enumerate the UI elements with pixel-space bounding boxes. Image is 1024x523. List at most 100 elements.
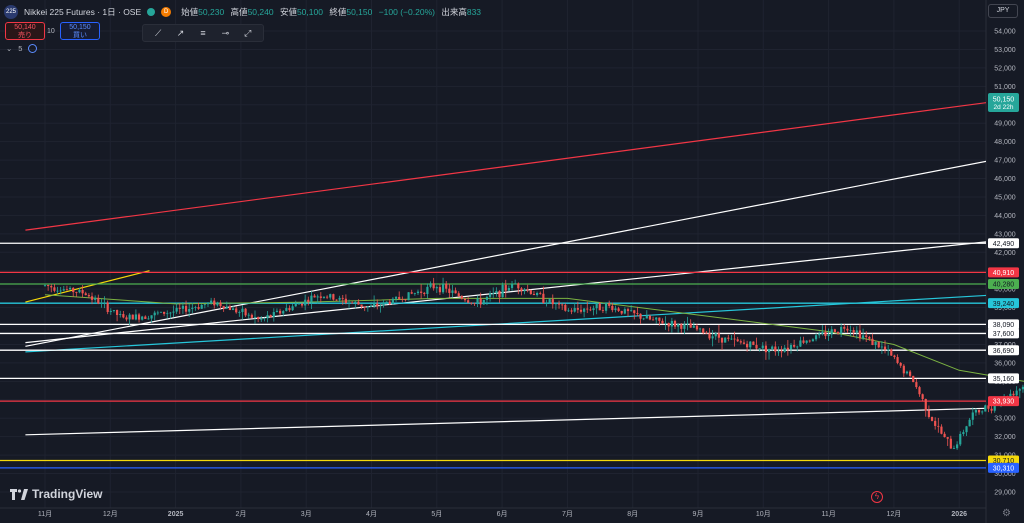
candle-body [937, 425, 940, 427]
candle-body [445, 283, 448, 289]
price-tick-label: 33,000 [994, 416, 1016, 423]
candle-body [103, 302, 106, 304]
candle-body [504, 284, 507, 291]
candle-body [225, 306, 228, 309]
candle-body [141, 316, 144, 320]
candle-body [636, 313, 639, 314]
high-label: 高値 [230, 7, 248, 17]
extended-line-icon[interactable]: ⤢ [244, 28, 252, 38]
candle-body [97, 297, 100, 304]
ohlc-readout: 始値50,230 高値50,240 安値50,100 終値50,150 −100… [177, 6, 481, 18]
candle-body [115, 310, 119, 315]
candle-body [106, 302, 109, 312]
candle-body [520, 288, 523, 292]
price-tick-label: 52,000 [994, 65, 1016, 72]
candle-body [868, 336, 871, 339]
drawing-toolbar: ⟋ ↗ ≡ ⊸ ⤢ [142, 24, 264, 42]
candle-body [774, 346, 777, 352]
candle-body [197, 307, 200, 309]
price-tick-label: 39,000 [994, 305, 1016, 312]
candle-body [752, 341, 755, 345]
candle-body [300, 303, 304, 306]
candle-body [191, 307, 194, 310]
trend-line-icon[interactable]: ⟋ [155, 28, 162, 38]
candle-body [291, 306, 294, 311]
candle-body [222, 306, 225, 309]
candle-body [244, 308, 247, 316]
candle-body [75, 292, 78, 293]
delay-badge: D [161, 7, 172, 17]
candle-body [905, 371, 909, 374]
candle-body [68, 287, 72, 290]
collapse-chevron-icon[interactable]: ⌄ [6, 44, 13, 53]
candle-body [529, 290, 532, 295]
spread-value: 10 [47, 28, 55, 35]
candle-body [1021, 386, 1024, 390]
candle-body [87, 295, 90, 297]
candle-body [398, 296, 401, 300]
candle-body [304, 299, 307, 306]
price-tick-label: 48,000 [994, 139, 1016, 146]
lightning-icon[interactable]: ϟ [871, 491, 883, 503]
currency-button[interactable]: JPY [988, 4, 1018, 18]
candle-body [912, 375, 915, 383]
sell-button[interactable]: 50,140 売り [5, 22, 45, 40]
candle-body [567, 310, 570, 312]
indicator-legend[interactable]: ⌄ 5 [6, 44, 38, 53]
candle-body [677, 324, 680, 327]
time-tick-label: 8月 [627, 510, 638, 518]
candle-body [432, 283, 435, 289]
candle-body [724, 337, 727, 343]
candle-body [557, 303, 561, 305]
time-tick-label: 3月 [301, 510, 312, 518]
candle-body [144, 316, 147, 319]
price-tick-label: 49,000 [994, 121, 1016, 128]
candle-body [843, 326, 846, 329]
time-tick-label: 11月 [821, 510, 835, 518]
ray-icon[interactable]: ↗ [176, 28, 185, 38]
candle-body [391, 298, 395, 304]
level-price-label: 30,310 [993, 465, 1015, 472]
candle-body [946, 437, 949, 439]
level-price-label: 30,710 [993, 458, 1015, 465]
candle-body [366, 306, 369, 308]
candle-body [981, 411, 984, 413]
candle-body [984, 405, 987, 412]
candle-body [758, 348, 761, 350]
buy-button[interactable]: 50,150 買い [60, 22, 100, 40]
indicator-settings-icon[interactable] [28, 44, 38, 53]
candle-body [325, 296, 329, 298]
candle-body [871, 338, 874, 346]
gear-icon[interactable]: ⚙ [1002, 508, 1011, 519]
candle-body [134, 314, 137, 320]
candle-body [275, 310, 279, 313]
candle-body [698, 328, 702, 330]
candle-body [485, 296, 489, 300]
symbol-title[interactable]: Nikkei 225 Futures · 1日 · OSE [24, 7, 142, 17]
time-axis[interactable]: 11月 12月 2025 2月 3月 4月 5月 6月 7月 8月 9月 10月 11月 12月 2026 [38, 510, 967, 518]
candle-body [949, 438, 952, 449]
candle-body [401, 299, 404, 300]
candle-body [65, 289, 69, 291]
price-tick-label: 36,000 [994, 360, 1016, 367]
candle-body [329, 294, 332, 298]
parallel-channel-icon[interactable]: ≡ [200, 28, 206, 38]
level-price-label: 37,600 [993, 331, 1015, 338]
candle-body [159, 311, 163, 313]
candle-body [56, 290, 59, 292]
candle-body [692, 325, 695, 328]
level-price-tag [988, 278, 1019, 289]
candle-body [959, 433, 962, 445]
candle-body [94, 297, 97, 300]
level-price-label: 39,240 [993, 301, 1015, 308]
candle-body [219, 302, 222, 307]
last-price-label: 50,150 [993, 96, 1015, 103]
candle-body [272, 312, 275, 317]
candle-body [821, 331, 824, 334]
candle-body [156, 312, 159, 314]
candle-body [915, 382, 918, 388]
candle-body [855, 330, 858, 333]
horizontal-ray-icon[interactable]: ⊸ [221, 28, 230, 38]
candle-body [836, 332, 840, 334]
